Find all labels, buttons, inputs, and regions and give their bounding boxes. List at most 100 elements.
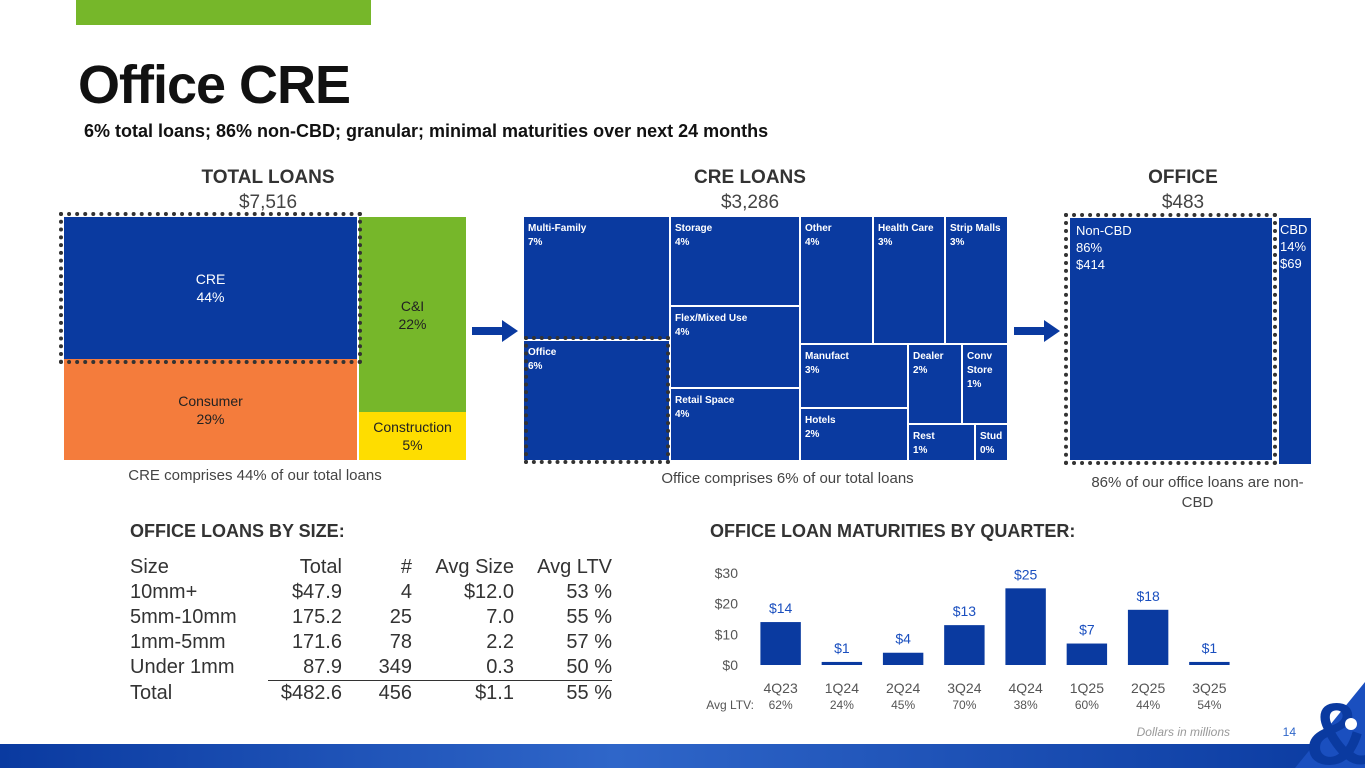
table-cell: 175.2 bbox=[291, 606, 342, 628]
table-cell: Under 1mm bbox=[130, 656, 235, 679]
cre-tile-multifamily: Multi-Family 7% bbox=[523, 216, 670, 340]
maturities-bar-chart: $0 $10 $20 $30 $14 4Q23 62% $1 1Q24 24% $4 2Q24 45% $… bbox=[706, 565, 1230, 712]
total-construction-block: Construction 5% bbox=[359, 412, 466, 460]
cre-tile-strip-malls: Strip Malls 3% bbox=[945, 216, 1008, 344]
bar-value-label: $13 bbox=[953, 603, 977, 619]
noncbd-highlight-outline bbox=[1064, 213, 1277, 465]
x-tick-label: 3Q25 bbox=[1192, 680, 1226, 696]
total-cre-pct: 44% bbox=[196, 289, 225, 305]
table-cell: 1mm-5mm bbox=[130, 631, 226, 653]
bar-value-label: $1 bbox=[1202, 640, 1218, 656]
size-table-heading: OFFICE LOANS BY SIZE: bbox=[130, 521, 345, 541]
total-ci-pct: 22% bbox=[398, 315, 427, 332]
brand-accent-bar bbox=[76, 0, 371, 25]
table-cell: 2.2 bbox=[486, 631, 514, 653]
arrow-right-icon bbox=[472, 320, 518, 342]
office-value: $483 bbox=[1161, 192, 1205, 213]
total-loans-caption: CRE comprises 44% of our total loans bbox=[128, 467, 382, 484]
table-cell: 53 % bbox=[566, 581, 612, 603]
x-tick-label: 2Q24 bbox=[886, 680, 920, 696]
noncbd-pct: 86% bbox=[1076, 240, 1103, 255]
office-heading: OFFICE bbox=[1148, 167, 1218, 188]
bar-value-label: $4 bbox=[895, 631, 911, 647]
y-tick-label: $30 bbox=[715, 565, 739, 581]
bar-value-label: $18 bbox=[1136, 588, 1160, 604]
col-avg-ltv: Avg LTV bbox=[537, 556, 612, 578]
ltv-label: 70% bbox=[952, 698, 976, 712]
y-tick-label: $0 bbox=[722, 657, 738, 673]
ltv-label: 24% bbox=[830, 698, 854, 712]
bar-value-label: $25 bbox=[1014, 566, 1038, 582]
cre-tile-flex-mixed-use: Flex/Mixed Use 4% bbox=[670, 306, 800, 388]
cre-loans-value: $3,286 bbox=[720, 192, 780, 213]
cre-tile-manufact: Manufact 3% bbox=[800, 344, 908, 408]
col-size: Size bbox=[130, 556, 169, 578]
ampersand-logo-icon: & bbox=[1295, 682, 1365, 768]
ltv-label: 38% bbox=[1014, 698, 1038, 712]
col-count: # bbox=[400, 556, 412, 578]
ltv-label: 54% bbox=[1197, 698, 1221, 712]
bar-value-label: $1 bbox=[834, 640, 850, 656]
table-cell: 55 % bbox=[566, 606, 612, 628]
cre-tile-dealer: Dealer 2% bbox=[908, 344, 962, 424]
ltv-label: 44% bbox=[1136, 698, 1160, 712]
table-row: 10mm+ $47.9 4 $12.0 53 % bbox=[130, 580, 612, 605]
cre-tile-rest: Rest 1% bbox=[908, 424, 975, 461]
total-construction-label: Construction bbox=[373, 419, 452, 435]
office-noncbd-block: Non-CBD 86% $414 bbox=[1070, 218, 1272, 460]
total-cre-label: CRE bbox=[195, 271, 226, 287]
page-title: Office CRE bbox=[78, 55, 351, 115]
cre-tile-retail-space: Retail Space 4% bbox=[670, 388, 800, 461]
noncbd-amount: $414 bbox=[1076, 257, 1105, 272]
total-loans-value: $7,516 bbox=[238, 192, 298, 213]
bar bbox=[1127, 609, 1169, 665]
cbd-label: CBD bbox=[1280, 222, 1308, 237]
table-row: Under 1mm 87.9 349 0.3 50 % bbox=[130, 655, 612, 681]
x-tick-label: 1Q24 bbox=[825, 680, 859, 696]
x-tick-label: 3Q24 bbox=[947, 680, 981, 696]
table-cell: 25 bbox=[389, 606, 412, 628]
x-tick-label: 4Q24 bbox=[1009, 680, 1043, 696]
cre-highlight-outline bbox=[59, 212, 362, 364]
col-total: Total bbox=[299, 556, 342, 578]
table-row: 5mm-10mm 175.2 25 7.0 55 % bbox=[130, 605, 612, 630]
noncbd-label: Non-CBD bbox=[1076, 223, 1132, 238]
col-avg-size: Avg Size bbox=[435, 556, 514, 578]
table-cell: $12.0 bbox=[463, 581, 514, 603]
x-tick-label: 1Q25 bbox=[1070, 680, 1104, 696]
table-cell: $482.6 bbox=[280, 682, 342, 704]
total-loans-heading: TOTAL LOANS bbox=[201, 167, 335, 188]
cbd-pct: 14% bbox=[1280, 239, 1307, 254]
table-cell: 7.0 bbox=[486, 606, 514, 628]
table-cell: $1.1 bbox=[475, 682, 514, 704]
y-tick-label: $20 bbox=[715, 596, 739, 612]
bar-value-label: $14 bbox=[769, 600, 793, 616]
office-caption: 86% of our office loans are non-CBD bbox=[1091, 474, 1304, 511]
bar bbox=[882, 652, 924, 665]
table-cell: 456 bbox=[378, 682, 412, 704]
bar bbox=[1189, 661, 1230, 665]
table-cell: $47.9 bbox=[291, 581, 342, 603]
total-ci-label: C&I bbox=[400, 297, 425, 314]
ltv-label: 45% bbox=[891, 698, 915, 712]
table-cell: Total bbox=[130, 681, 173, 704]
size-table: Size Total # Avg Size Avg LTV 10mm+ $47.9… bbox=[130, 555, 612, 706]
cre-loans-caption: Office comprises 6% of our total loans bbox=[661, 470, 914, 487]
total-ci-block: C&I 22% bbox=[359, 217, 466, 412]
total-cre-block: CRE 44% bbox=[64, 217, 357, 359]
ltv-row-label: Avg LTV: bbox=[706, 698, 754, 712]
table-header-row: Size Total # Avg Size Avg LTV bbox=[130, 555, 612, 580]
cre-tile-conv-store: Conv Store 1% bbox=[962, 344, 1008, 424]
page-subtitle: 6% total loans; 86% non-CBD; granular; m… bbox=[84, 121, 769, 141]
table-cell: 5mm-10mm bbox=[130, 606, 237, 628]
x-tick-label: 4Q23 bbox=[764, 680, 798, 696]
arrow-right-icon bbox=[1014, 320, 1060, 342]
table-cell: 78 bbox=[389, 631, 412, 653]
table-cell: 0.3 bbox=[412, 655, 514, 681]
cre-loans-heading: CRE LOANS bbox=[694, 167, 806, 188]
cre-tile-hotels: Hotels 2% bbox=[800, 408, 908, 461]
office-cbd-block: CBD 14% $69 bbox=[1279, 218, 1311, 464]
cbd-amount: $69 bbox=[1280, 256, 1302, 271]
office-highlight-outline bbox=[524, 336, 670, 464]
total-construction-pct: 5% bbox=[402, 437, 423, 453]
